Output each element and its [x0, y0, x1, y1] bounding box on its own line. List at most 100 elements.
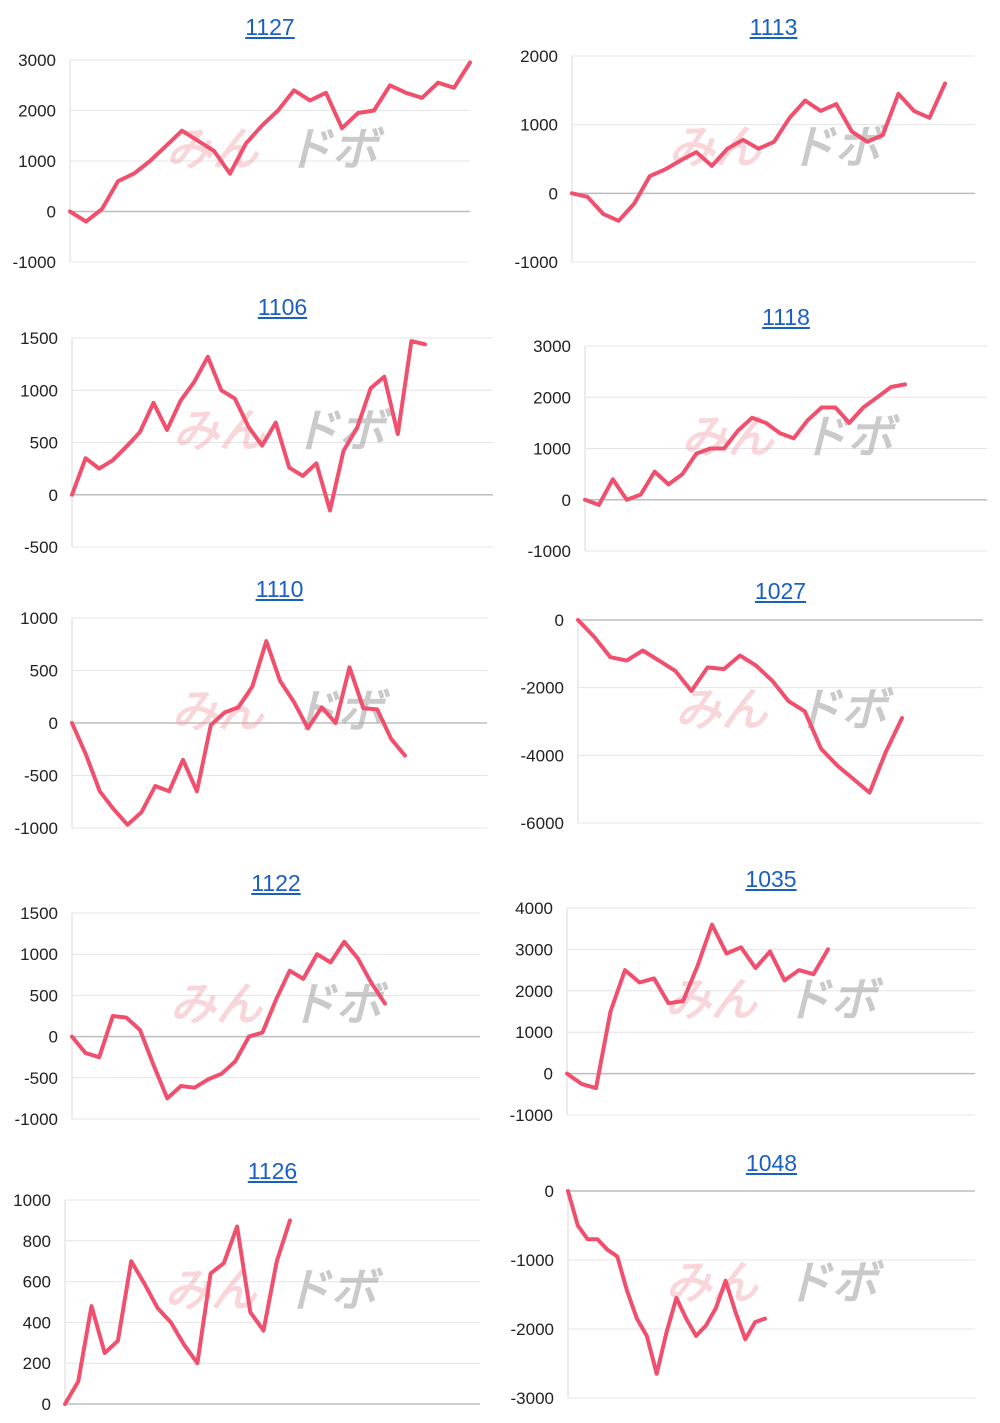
y-tick-label: 1500 — [20, 904, 58, 923]
series-line — [566, 1189, 767, 1376]
watermark-logo-part2: ドボ — [801, 410, 900, 464]
y-tick-label: -1000 — [15, 819, 58, 838]
y-tick-label: 1000 — [515, 1023, 553, 1042]
y-tick-label: 1000 — [520, 116, 558, 135]
y-tick-label: 0 — [49, 1028, 58, 1047]
y-tick-label: 1000 — [20, 945, 58, 964]
y-tick-label: 0 — [555, 611, 564, 630]
y-tick-label: -1000 — [511, 1251, 554, 1270]
y-tick-label: -4000 — [521, 746, 564, 765]
y-tick-label: 500 — [30, 662, 58, 681]
y-tick-label: -6000 — [521, 814, 564, 833]
y-tick-label: 500 — [30, 986, 58, 1005]
series-line — [70, 339, 427, 513]
y-tick-label: 500 — [30, 434, 58, 453]
watermark-logo-part2: ドボ — [286, 122, 385, 176]
y-tick-label: 0 — [42, 1395, 51, 1414]
y-tick-label: 4000 — [515, 899, 553, 918]
y-tick-label: 200 — [23, 1354, 51, 1373]
y-tick-label: 0 — [544, 1065, 553, 1084]
chart-title-link[interactable]: 1106 — [257, 294, 308, 320]
watermark-logo-part2: ドボ — [795, 683, 894, 737]
y-tick-label: 0 — [545, 1182, 554, 1201]
y-tick-label: -1000 — [15, 1110, 58, 1129]
watermark-logo-part2: ドボ — [789, 120, 888, 174]
chart-title-link[interactable]: 1118 — [762, 304, 810, 330]
watermark-logo-part2: ドボ — [785, 973, 884, 1027]
watermark-logo-part2: ドボ — [786, 1256, 885, 1310]
y-tick-label: 1000 — [533, 440, 571, 459]
chart-title-link[interactable]: 1035 — [745, 866, 797, 892]
chart-title-link[interactable]: 1048 — [745, 1150, 798, 1176]
y-tick-label: -1000 — [510, 1106, 553, 1125]
watermark-logo-part1: みん — [665, 973, 759, 1027]
y-tick-label: -500 — [24, 1069, 58, 1088]
chart-panel-1122: 1122 1500 1000 500 0 -500 -1000 みん ドボ — [0, 870, 490, 1140]
series-line — [583, 382, 907, 507]
y-tick-label: -500 — [24, 767, 58, 786]
watermark-logo-part2: ドボ — [285, 1263, 384, 1317]
watermark-logo-part1: みん — [666, 1256, 760, 1310]
y-tick-label: 0 — [549, 184, 558, 203]
y-tick-label: 1000 — [20, 381, 58, 400]
y-tick-label: -3000 — [511, 1389, 554, 1408]
y-tick-label: 2000 — [515, 982, 553, 1001]
chart-title-link[interactable]: 1122 — [251, 870, 301, 896]
y-tick-label: -1000 — [528, 542, 571, 561]
series-line — [570, 81, 947, 223]
series-line — [565, 922, 830, 1091]
y-tick-label: 2000 — [520, 47, 558, 66]
y-tick-label: 400 — [23, 1313, 51, 1332]
y-tick-label: -1000 — [13, 253, 56, 272]
y-tick-label: 1000 — [18, 152, 56, 171]
y-tick-label: 0 — [49, 714, 58, 733]
y-tick-label: 0 — [49, 486, 58, 505]
series-line — [576, 618, 904, 795]
y-tick-label: 3000 — [18, 51, 56, 70]
y-tick-label: 0 — [562, 491, 571, 510]
y-tick-label: 1500 — [20, 329, 58, 348]
series-line — [68, 60, 472, 224]
chart-panel-1118: 1118 3000 2000 1000 0 -1000 みん ドボ — [500, 304, 990, 564]
chart-panel-1113: 1113 2000 1000 0 -1000 みん ドボ — [500, 14, 990, 284]
line-chart: 0 -1000 -2000 -3000 みん ドボ — [511, 1182, 975, 1408]
line-chart: 2000 1000 0 -1000 みん ドボ — [515, 47, 975, 272]
y-tick-label: 3000 — [533, 337, 571, 356]
series-line — [70, 639, 407, 827]
chart-panel-1048: 1048 0 -1000 -2000 -3000 みん ドボ — [500, 1150, 990, 1423]
y-tick-label: 800 — [23, 1232, 51, 1251]
chart-panel-1106: 1106 1500 1000 500 0 -500 みん ドボ — [0, 294, 495, 564]
chart-panel-1110: 1110 1000 500 0 -500 -1000 みん ドボ — [0, 576, 490, 846]
y-tick-label: 3000 — [515, 940, 553, 959]
series-line — [63, 1218, 292, 1406]
y-tick-label: 2000 — [18, 102, 56, 121]
y-tick-label: -1000 — [515, 253, 558, 272]
line-chart: 4000 3000 2000 1000 0 -1000 みん ドボ — [510, 899, 975, 1125]
y-tick-label: 1000 — [20, 609, 58, 628]
watermark-logo-part1: みん — [669, 120, 763, 174]
chart-title-link[interactable]: 1127 — [245, 14, 295, 40]
chart-title-link[interactable]: 1027 — [754, 578, 807, 604]
chart-panel-1027: 1027 0 -2000 -4000 -6000 みん ドボ — [500, 578, 990, 848]
chart-panel-1126: 1126 1000 800 600 400 200 0 みん ドボ — [0, 1158, 490, 1423]
y-tick-label: -2000 — [511, 1320, 554, 1339]
y-tick-label: 600 — [23, 1273, 51, 1292]
y-tick-label: -2000 — [521, 679, 564, 698]
chart-panel-1127: 1127 3000 2000 1000 0 -1000 みん ドボ — [0, 14, 480, 284]
y-tick-label: 2000 — [533, 388, 571, 407]
chart-title-link[interactable]: 1113 — [749, 14, 798, 40]
y-tick-label: -500 — [24, 538, 58, 557]
y-tick-label: 0 — [47, 203, 56, 222]
y-tick-label: 1000 — [13, 1191, 51, 1210]
chart-panel-1035: 1035 4000 3000 2000 1000 0 -1000 みん ドボ — [500, 866, 990, 1136]
chart-title-link[interactable]: 1126 — [247, 1158, 298, 1184]
chart-title-link[interactable]: 1110 — [255, 576, 304, 602]
